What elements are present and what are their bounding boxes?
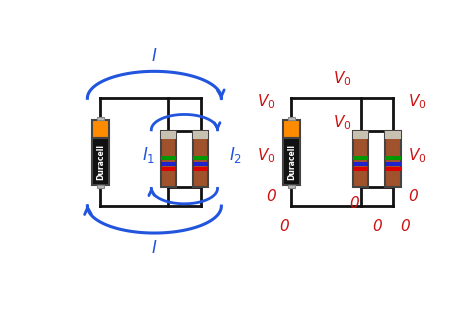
Bar [283, 120, 300, 138]
Bar [193, 167, 208, 171]
Text: 0: 0 [372, 219, 382, 234]
Bar [97, 117, 104, 120]
Bar [353, 131, 368, 187]
Bar [385, 131, 401, 187]
Bar [193, 131, 208, 138]
Bar [161, 131, 176, 187]
Bar [97, 185, 104, 188]
Bar [92, 120, 109, 138]
Text: $I$: $I$ [151, 47, 157, 65]
Bar [385, 167, 401, 171]
Text: $I$: $I$ [151, 239, 157, 257]
Bar [353, 167, 368, 171]
Text: $V_0$: $V_0$ [257, 146, 276, 165]
Text: 0: 0 [279, 219, 289, 234]
Text: $V_0$: $V_0$ [333, 69, 352, 87]
Bar [283, 138, 300, 185]
Bar [161, 156, 176, 160]
Bar [353, 156, 368, 160]
Text: 0: 0 [350, 196, 359, 211]
Text: 0: 0 [409, 189, 418, 204]
Bar [288, 117, 295, 120]
Text: 0: 0 [266, 189, 276, 204]
Bar [385, 162, 401, 166]
Text: $V_0$: $V_0$ [333, 113, 352, 132]
Bar [161, 167, 176, 171]
Bar [193, 156, 208, 160]
Bar [161, 131, 176, 138]
Bar [353, 162, 368, 166]
Text: 0: 0 [400, 219, 410, 234]
Text: Duracell: Duracell [96, 144, 105, 180]
Text: $V_0$: $V_0$ [257, 93, 276, 111]
Bar [385, 131, 401, 138]
Bar [161, 162, 176, 166]
Bar [385, 156, 401, 160]
Bar [193, 131, 208, 187]
Bar [288, 185, 295, 188]
Bar [353, 131, 368, 138]
Bar [193, 162, 208, 166]
Text: $I_1$: $I_1$ [142, 145, 155, 165]
Text: $V_0$: $V_0$ [409, 93, 427, 111]
Bar [92, 138, 109, 185]
Text: $V_0$: $V_0$ [409, 146, 427, 165]
Text: $I_2$: $I_2$ [228, 145, 242, 165]
Text: Duracell: Duracell [287, 144, 296, 180]
